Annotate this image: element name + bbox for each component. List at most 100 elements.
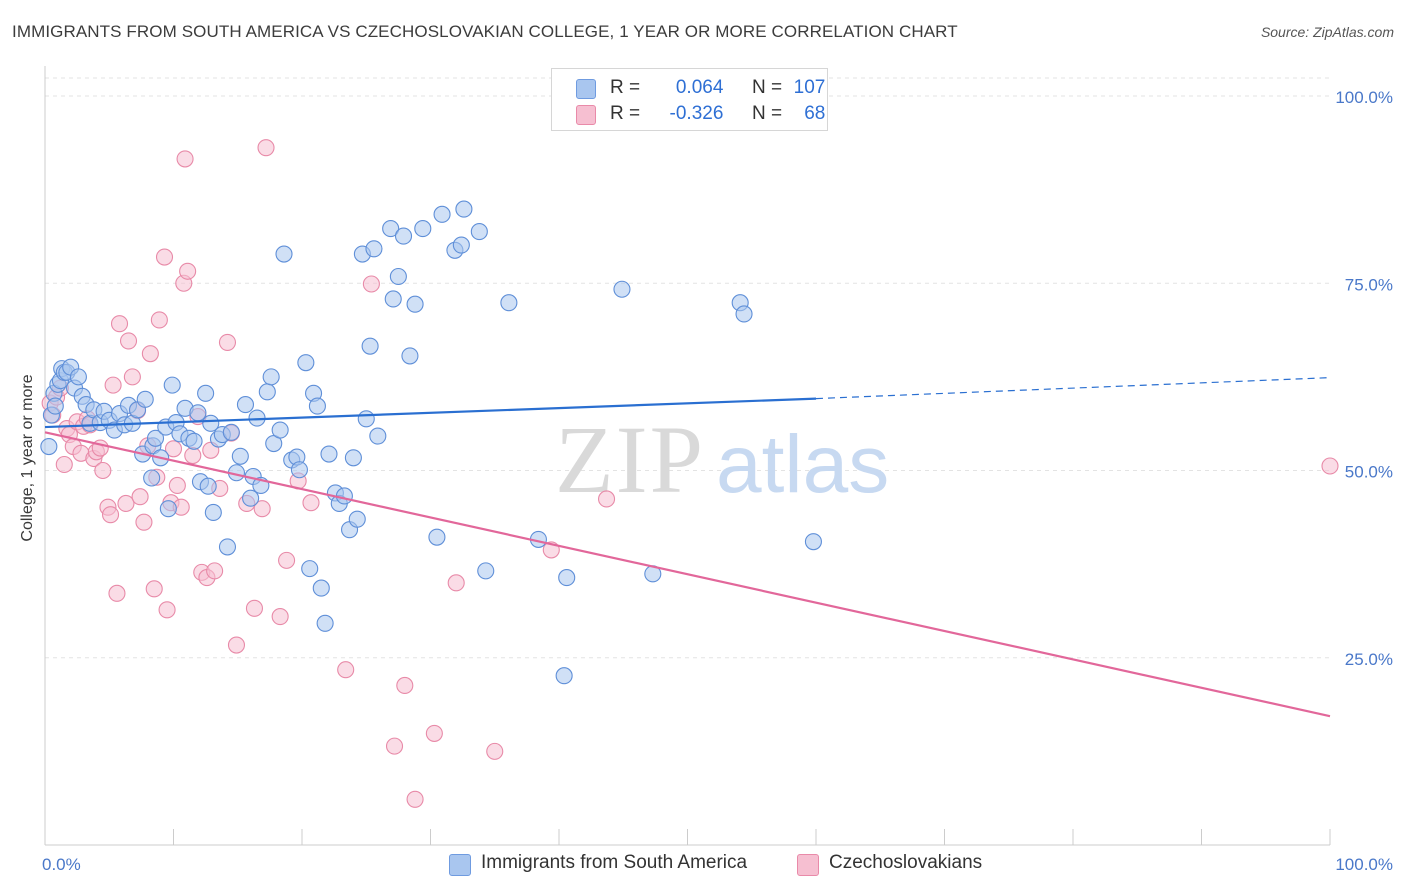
trend-lines [44, 377, 1331, 718]
south-america-point [199, 477, 217, 495]
south-america-point [185, 432, 203, 450]
south-america-point [202, 414, 220, 432]
south-america-point [69, 368, 87, 386]
south-america-point [163, 376, 181, 394]
south-america-point [236, 396, 255, 414]
correlation-legend: R = 0.064 N = 107 R = -0.326 N = 68 [551, 68, 828, 131]
czechoslovakians-point [206, 562, 224, 580]
legend-r-label: R = [610, 103, 641, 124]
czechoslovakians-point [164, 440, 183, 458]
south-america-trend-line [44, 397, 817, 429]
chart-title: IMMIGRANTS FROM SOUTH AMERICA VS CZECHOS… [12, 22, 958, 41]
czechoslovakians-point [184, 446, 202, 465]
czechoslovakians-point [179, 262, 197, 280]
south-america-point [455, 200, 473, 218]
czechoslovakians-point [176, 150, 194, 168]
south-america-points [40, 200, 822, 685]
czechoslovakians-point [245, 599, 264, 617]
south-america-point [804, 533, 822, 551]
south-america-point [275, 245, 293, 263]
south-america-point [613, 280, 631, 298]
south-america-point [46, 397, 64, 415]
y-tick-label: 50.0% [1345, 463, 1393, 482]
x-tick-label: 100.0% [1335, 855, 1393, 874]
y-tick-label: 75.0% [1345, 275, 1393, 294]
czechoslovakians-point [227, 636, 246, 654]
czechoslovakians-point [597, 490, 616, 508]
czechoslovakians-point [385, 737, 404, 755]
y-tick-label: 100.0% [1335, 88, 1393, 107]
czechoslovakians-point [278, 551, 296, 569]
south-america-point [433, 205, 451, 223]
czechoslovakians-point [486, 742, 504, 760]
czechoslovakians-point [101, 506, 120, 524]
south-america-point [143, 469, 161, 487]
legend-swatch-blue [576, 79, 596, 99]
south-america-point [146, 429, 165, 447]
south-america-point [335, 487, 353, 505]
south-america-point [470, 223, 488, 241]
south-america-point [357, 410, 375, 428]
legend-n-value: 107 [793, 77, 826, 98]
bottom-legend-label-pink: Czechoslovakians [829, 852, 983, 873]
czechoslovakians-point [302, 494, 320, 512]
legend-swatch-pink [576, 105, 596, 125]
czechoslovakians-point [108, 584, 126, 602]
bottom-legend-label-blue: Immigrants from South America [481, 852, 748, 873]
south-america-point [312, 579, 330, 597]
south-america-point [320, 445, 338, 463]
czechoslovakians-point [168, 476, 186, 495]
south-america-point [290, 461, 308, 479]
south-america-point [316, 614, 334, 632]
south-america-point [365, 240, 383, 258]
south-america-point [159, 500, 177, 518]
czechoslovakians-point [141, 345, 159, 363]
south-america-point [197, 384, 215, 402]
south-america-point [555, 667, 573, 685]
czechoslovakians-point [119, 332, 138, 350]
czechoslovakians-point [55, 455, 73, 474]
south-america-point [382, 220, 400, 238]
czechoslovakians-point [150, 311, 168, 329]
south-america-point [258, 383, 276, 401]
south-america-trend-extension [815, 377, 1331, 400]
south-america-point [394, 227, 413, 245]
czechoslovakians-point [1321, 457, 1339, 475]
south-america-point [308, 397, 326, 415]
south-america-point [406, 295, 424, 313]
south-america-point [452, 236, 470, 254]
south-america-point [558, 569, 576, 587]
south-america-point [500, 294, 518, 312]
czechoslovakians-point [337, 661, 355, 679]
watermark-zip: ZIP [555, 406, 705, 513]
south-america-point [344, 449, 362, 467]
grid-lines [45, 77, 1330, 659]
source-label: Source: ZipAtlas.com [1260, 24, 1394, 40]
watermark-atlas: atlas [716, 419, 889, 510]
south-america-point [428, 528, 446, 546]
south-america-point [369, 427, 387, 445]
czechoslovakians-point [110, 315, 129, 333]
czechoslovakians-point [104, 376, 122, 394]
czechoslovakians-point [218, 333, 237, 351]
czechoslovakians-point [257, 139, 275, 157]
czechoslovakians-point [253, 500, 271, 518]
legend-n-value: 68 [804, 103, 826, 124]
czechoslovakians-point [155, 248, 174, 266]
x-tick-label: 0.0% [42, 855, 81, 874]
legend-r-value: -0.326 [669, 103, 724, 124]
czechoslovakians-point [396, 676, 414, 695]
south-america-point [189, 404, 207, 422]
czechoslovakians-point [362, 275, 380, 293]
south-america-point [297, 354, 315, 372]
y-tick-label: 25.0% [1345, 650, 1393, 669]
south-america-point [414, 220, 432, 238]
czechoslovakians-point [425, 724, 443, 742]
legend-n-label: N = [751, 103, 783, 124]
south-america-point [735, 305, 753, 323]
czechoslovakians-trend-line [44, 431, 1331, 718]
south-america-point [401, 347, 419, 365]
bottom-legend-swatch-blue [449, 854, 471, 876]
czechoslovakians-point [158, 601, 176, 619]
